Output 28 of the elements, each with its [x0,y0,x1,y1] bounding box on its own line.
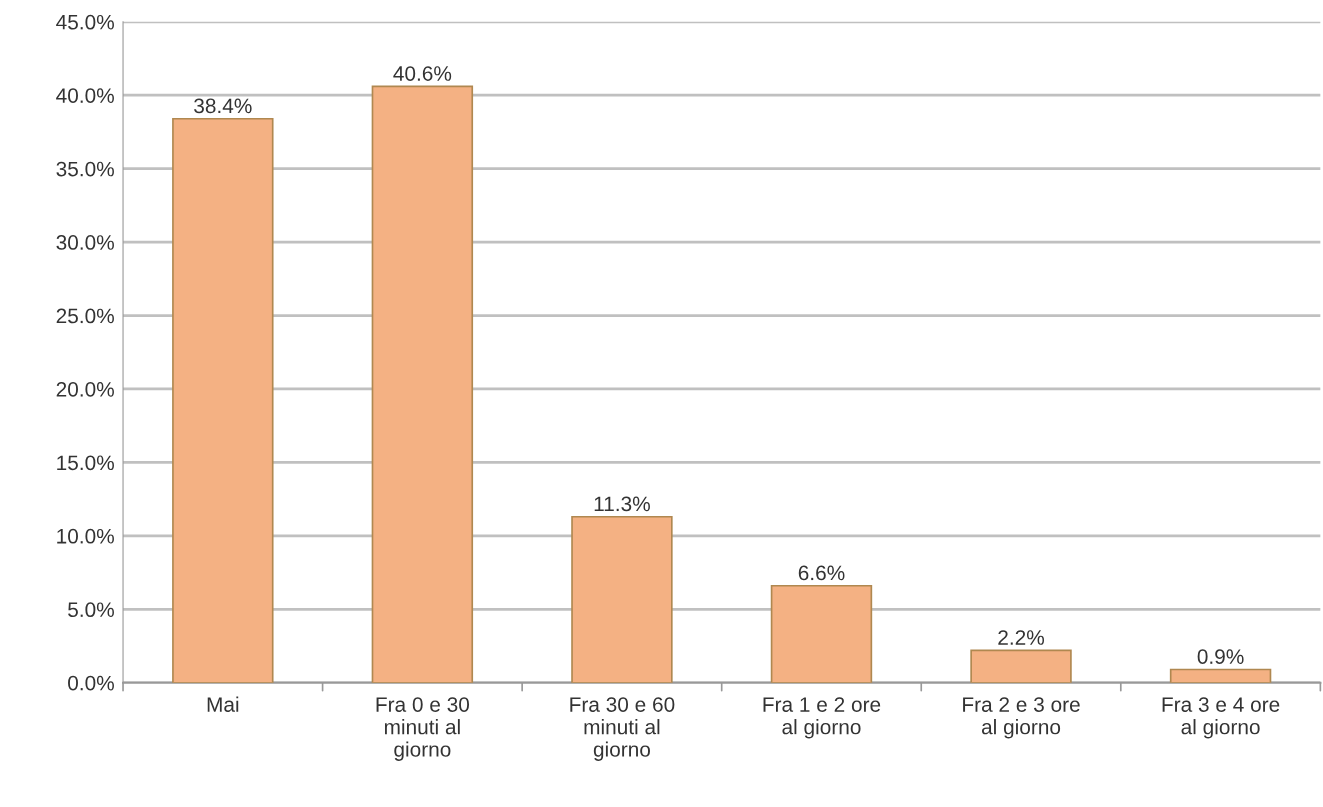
x-tick-label: Fra 1 e 2 ore al giorno [763,697,881,739]
data-label: 6.6% [798,565,845,581]
data-label: 11.3% [594,496,650,512]
data-label: 38.4% [194,98,252,114]
y-tick-label: 30.0% [56,235,114,250]
y-tick-label: 10.0% [57,528,114,544]
bar [970,649,1072,683]
bar [371,85,474,683]
y-tick-label: 35.0% [56,161,114,177]
x-tick-label: Fra 2 e 3 ore al giorno [963,697,1080,739]
data-label: 40.6% [393,66,452,81]
bar [770,584,873,683]
bar [571,515,673,683]
y-tick-label: 5.0% [68,602,114,618]
x-tick-label: Fra 3 e 4 ore al giorno [1162,697,1280,739]
y-tick-label: 25.0% [56,308,114,324]
data-label: 2.2% [998,630,1045,645]
y-tick-label: 15.0% [57,455,114,471]
y-tick-label: 0.0% [68,675,114,691]
bar [172,117,274,683]
y-tick-label: 45.0% [56,14,114,30]
x-tick-label: Fra 30 e 60 minuti al giorno [570,697,675,761]
data-label: 0.9% [1197,649,1244,664]
x-tick-label: Fra 0 e 30 minuti al giorno [376,697,470,761]
y-tick-label: 20.0% [56,381,114,397]
bar [1169,668,1272,683]
y-tick-label: 40.0% [56,88,114,103]
x-tick-label: Mai [207,696,239,712]
